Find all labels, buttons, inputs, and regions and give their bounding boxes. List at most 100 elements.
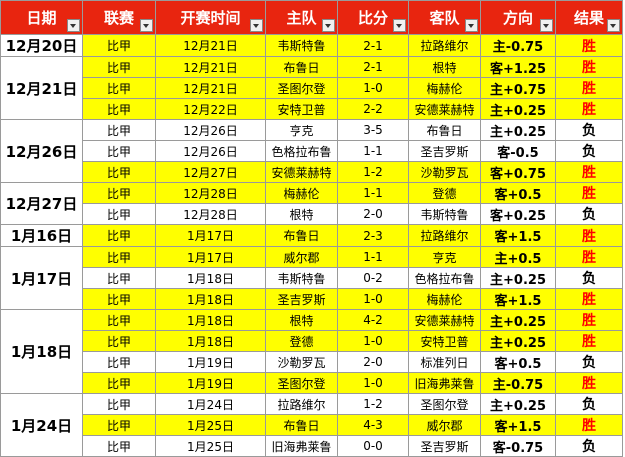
score-cell: 1-1 <box>337 182 409 204</box>
direction-cell: 主+0.75 <box>480 77 556 99</box>
filter-button[interactable] <box>607 19 620 32</box>
match-row: 比甲 12月26日 色格拉布鲁 1-1 圣吉罗斯 客-0.5 负 <box>1 140 623 162</box>
kickoff-cell: 1月18日 <box>155 288 266 310</box>
away-team-cell: 根特 <box>408 56 481 78</box>
home-team-cell: 安特卫普 <box>265 98 338 120</box>
score-cell: 1-0 <box>337 330 409 352</box>
filter-button[interactable] <box>250 19 263 32</box>
away-team-cell: 旧海弗莱鲁 <box>408 372 481 394</box>
header-text: 比分 <box>357 9 388 27</box>
filter-button[interactable] <box>322 19 335 32</box>
match-row: 比甲 1月19日 圣图尔登 1-0 旧海弗莱鲁 主-0.75 胜 <box>1 372 623 394</box>
result-cell: 胜 <box>555 34 623 57</box>
filter-button[interactable] <box>465 19 478 32</box>
kickoff-cell: 1月19日 <box>155 372 266 394</box>
kickoff-cell: 1月18日 <box>155 309 266 331</box>
column-header: 结果 <box>555 0 623 35</box>
kickoff-cell: 12月21日 <box>155 34 266 57</box>
away-team-cell: 色格拉布鲁 <box>408 267 481 289</box>
home-team-cell: 亨克 <box>265 119 338 141</box>
result-cell: 胜 <box>555 309 623 331</box>
direction-cell: 客+0.5 <box>480 351 556 373</box>
kickoff-cell: 12月21日 <box>155 56 266 78</box>
score-cell: 2-0 <box>337 351 409 373</box>
league-cell: 比甲 <box>82 309 156 331</box>
home-team-cell: 圣图尔登 <box>265 77 338 99</box>
date-cell: 12月21日 <box>0 56 83 120</box>
home-team-cell: 根特 <box>265 203 338 225</box>
league-cell: 比甲 <box>82 119 156 141</box>
filter-button[interactable] <box>393 19 406 32</box>
away-team-cell: 梅赫伦 <box>408 288 481 310</box>
league-cell: 比甲 <box>82 267 156 289</box>
league-cell: 比甲 <box>82 351 156 373</box>
score-cell: 2-0 <box>337 203 409 225</box>
away-team-cell: 安特卫普 <box>408 330 481 352</box>
direction-cell: 主+0.25 <box>480 267 556 289</box>
league-cell: 比甲 <box>82 182 156 204</box>
league-cell: 比甲 <box>82 77 156 99</box>
column-header: 比分 <box>337 0 409 35</box>
direction-cell: 主+0.25 <box>480 330 556 352</box>
home-team-cell: 拉路维尔 <box>265 393 338 415</box>
away-team-cell: 布鲁日 <box>408 119 481 141</box>
away-team-cell: 登德 <box>408 182 481 204</box>
home-team-cell: 圣图尔登 <box>265 372 338 394</box>
match-row: 比甲 1月18日 韦斯特鲁 0-2 色格拉布鲁 主+0.25 负 <box>1 267 623 289</box>
home-team-cell: 圣吉罗斯 <box>265 288 338 310</box>
league-cell: 比甲 <box>82 56 156 78</box>
result-cell: 胜 <box>555 288 623 310</box>
away-team-cell: 圣图尔登 <box>408 393 481 415</box>
match-row: 比甲 1月18日 圣吉罗斯 1-0 梅赫伦 客+1.5 胜 <box>1 288 623 310</box>
away-team-cell: 圣吉罗斯 <box>408 435 481 457</box>
score-cell: 1-0 <box>337 288 409 310</box>
date-cell: 1月17日 <box>0 246 83 310</box>
match-row: 1月16日 比甲 1月17日 布鲁日 2-3 拉路维尔 客+1.5 胜 <box>0 224 623 247</box>
home-team-cell: 安德莱赫特 <box>265 161 338 183</box>
league-cell: 比甲 <box>82 34 156 57</box>
league-cell: 比甲 <box>82 414 156 436</box>
result-cell: 胜 <box>555 161 623 183</box>
home-team-cell: 韦斯特鲁 <box>265 267 338 289</box>
filter-button[interactable] <box>140 19 153 32</box>
header-text: 方向 <box>502 9 533 27</box>
kickoff-cell: 12月28日 <box>155 182 266 204</box>
home-team-cell: 色格拉布鲁 <box>265 140 338 162</box>
result-cell: 胜 <box>555 56 623 78</box>
home-team-cell: 布鲁日 <box>265 224 338 247</box>
direction-cell: 主-0.75 <box>480 372 556 394</box>
league-cell: 比甲 <box>82 372 156 394</box>
direction-cell: 客+0.25 <box>480 203 556 225</box>
score-cell: 3-5 <box>337 119 409 141</box>
direction-cell: 客-0.5 <box>480 140 556 162</box>
kickoff-cell: 1月24日 <box>155 393 266 415</box>
result-cell: 负 <box>555 267 623 289</box>
result-cell: 负 <box>555 351 623 373</box>
result-cell: 负 <box>555 393 623 415</box>
match-row: 比甲 1月19日 沙勒罗瓦 2-0 标准列日 客+0.5 负 <box>1 351 623 373</box>
away-team-cell: 圣吉罗斯 <box>408 140 481 162</box>
score-cell: 4-2 <box>337 309 409 331</box>
score-cell: 0-2 <box>337 267 409 289</box>
home-team-cell: 韦斯特鲁 <box>265 34 338 57</box>
match-row: 1月17日 比甲 1月17日 威尔郡 1-1 亨克 主+0.5 胜 <box>0 246 623 310</box>
direction-cell: 主+0.25 <box>480 98 556 120</box>
match-row: 比甲 12月21日 圣图尔登 1-0 梅赫伦 主+0.75 胜 <box>1 77 623 99</box>
filter-button[interactable] <box>540 19 553 32</box>
kickoff-cell: 1月25日 <box>155 414 266 436</box>
score-cell: 0-0 <box>337 435 409 457</box>
result-cell: 胜 <box>555 330 623 352</box>
filter-button[interactable] <box>67 19 80 32</box>
date-cell: 1月24日 <box>0 393 83 457</box>
kickoff-cell: 12月22日 <box>155 98 266 120</box>
kickoff-cell: 1月17日 <box>155 224 266 247</box>
away-team-cell: 威尔郡 <box>408 414 481 436</box>
league-cell: 比甲 <box>82 224 156 247</box>
league-cell: 比甲 <box>82 161 156 183</box>
match-row: 12月27日 比甲 12月28日 梅赫伦 1-1 登德 客+0.5 胜 <box>0 182 623 225</box>
league-cell: 比甲 <box>82 330 156 352</box>
result-cell: 胜 <box>555 77 623 99</box>
result-cell: 胜 <box>555 98 623 120</box>
match-row: 比甲 1月18日 登德 1-0 安特卫普 主+0.25 胜 <box>1 330 623 352</box>
